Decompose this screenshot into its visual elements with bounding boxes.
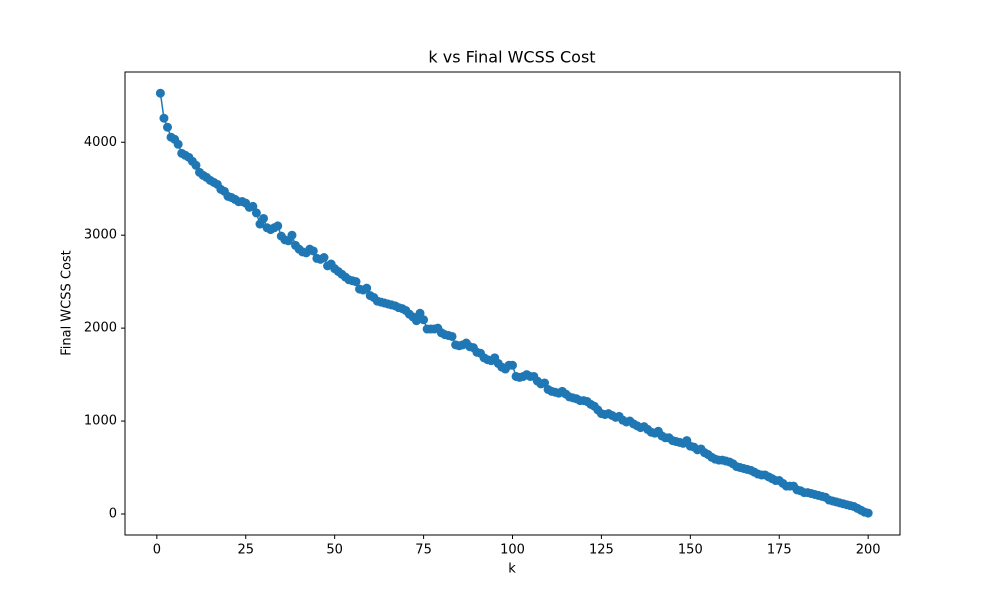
x-tick-label: 200	[856, 543, 881, 558]
x-tick-label: 175	[767, 543, 792, 558]
data-point	[351, 277, 361, 287]
y-tick-label: 2000	[84, 321, 117, 336]
data-point	[308, 246, 318, 256]
y-tick-label: 0	[109, 506, 117, 521]
y-tick-label: 4000	[84, 135, 117, 150]
y-tick-label: 3000	[84, 228, 117, 243]
data-point	[191, 160, 201, 170]
data-point	[447, 331, 457, 341]
y-tick-label: 1000	[84, 414, 117, 429]
data-point	[508, 360, 517, 370]
y-axis-label: Final WCSS Cost	[60, 250, 75, 356]
data-point	[159, 113, 169, 123]
data-point	[419, 315, 429, 325]
data-point	[411, 316, 421, 326]
x-axis-label: k	[508, 562, 516, 577]
x-tick-label: 125	[589, 543, 614, 558]
data-point	[259, 213, 269, 223]
data-point	[273, 221, 283, 231]
data-point	[863, 508, 873, 518]
data-point	[362, 283, 372, 293]
plot-frame	[124, 71, 901, 536]
chart-title: k vs Final WCSS Cost	[428, 48, 595, 67]
data-point	[155, 88, 165, 98]
data-point	[319, 252, 329, 262]
data-point	[173, 139, 183, 149]
x-tick-label: 150	[678, 543, 703, 558]
x-tick-label: 25	[237, 543, 254, 558]
x-tick-label: 50	[326, 543, 343, 558]
data-point	[163, 122, 173, 132]
x-tick-label: 75	[415, 543, 432, 558]
x-tick-label: 0	[153, 543, 161, 558]
x-tick-label: 100	[500, 543, 525, 558]
data-point	[287, 230, 297, 240]
data-point	[251, 208, 261, 218]
